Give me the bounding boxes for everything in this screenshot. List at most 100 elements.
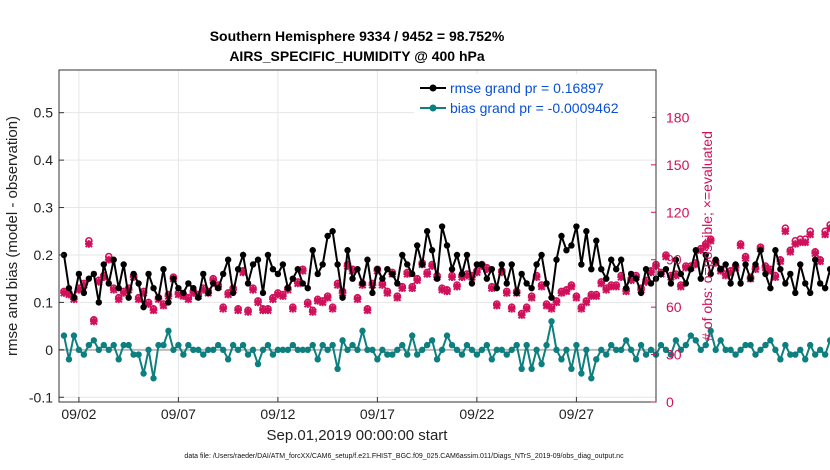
obs-evaluated-point — [269, 295, 277, 304]
bias-point — [80, 351, 88, 358]
bias-point — [662, 346, 670, 354]
obs-evaluated-point — [577, 304, 586, 313]
x-tick-label: 09/07 — [161, 406, 196, 422]
legend-rmse-label: rmse grand pr = 0.16897 — [450, 80, 604, 96]
rmse-point — [359, 280, 366, 287]
bias-point — [354, 346, 361, 354]
rmse-point — [349, 275, 356, 282]
rmse-point — [120, 261, 127, 268]
bias-point — [583, 346, 590, 354]
rmse-point — [234, 266, 242, 273]
bias-point — [617, 346, 625, 354]
bias-series — [60, 318, 830, 382]
rmse-point — [229, 289, 237, 297]
bias-point — [210, 346, 217, 354]
y-tick-label: 0 — [45, 342, 53, 358]
x-tick-label: 09/02 — [61, 406, 96, 422]
rmse-point — [448, 266, 456, 273]
rmse-point — [254, 256, 262, 263]
bias-point — [334, 365, 341, 372]
rmse-point — [632, 275, 640, 282]
bias-point — [518, 365, 525, 372]
bias-point — [65, 356, 73, 363]
obs-evaluated-point — [318, 298, 327, 307]
bias-point — [613, 346, 620, 354]
bias-point — [369, 346, 376, 354]
obs-evaluated-point — [696, 246, 705, 255]
bias-point — [185, 341, 192, 349]
rmse-point — [364, 256, 371, 263]
bias-point — [503, 351, 510, 358]
rmse-point — [647, 280, 655, 287]
bias-point — [672, 337, 680, 344]
rmse-point — [483, 275, 491, 282]
rmse-point — [414, 242, 421, 249]
y2-tick-label: 90 — [666, 252, 682, 268]
obs-evaluated-point — [199, 285, 208, 294]
bias-point — [414, 351, 421, 358]
rmse-point — [518, 270, 525, 278]
rmse-point — [344, 247, 351, 254]
bias-point — [304, 346, 311, 354]
rmse-point — [418, 261, 426, 268]
bias-point — [563, 346, 570, 354]
obs-evaluated-point — [771, 273, 780, 282]
bias-point — [428, 337, 436, 344]
rmse-point — [578, 261, 585, 268]
rmse-point — [747, 275, 754, 282]
bias-point — [608, 341, 615, 349]
obs-evaluated-point — [701, 241, 710, 250]
obs-evaluated-point — [308, 307, 317, 316]
x-axis-label: Sep.01,2019 00:00:00 start — [267, 427, 449, 444]
obs-evaluated-point — [487, 284, 496, 293]
bias-point — [120, 341, 127, 349]
bias-point — [110, 341, 117, 349]
obs-evaluated-point — [79, 281, 88, 289]
bias-point — [742, 341, 749, 349]
obs-evaluated-point — [224, 290, 233, 299]
rmse-point — [219, 270, 227, 278]
obs-evaluated-point — [109, 285, 118, 294]
bias-point — [279, 346, 287, 354]
bias-point — [115, 356, 122, 363]
rmse-point — [548, 294, 555, 301]
rmse-point — [379, 275, 386, 282]
bias-point — [170, 346, 177, 354]
obs-evaluated-point — [806, 230, 815, 239]
obs-evaluated-point — [333, 281, 342, 289]
obs-evaluated-point — [671, 271, 680, 280]
rmse-point — [613, 266, 620, 273]
obs-evaluated-point — [413, 276, 422, 285]
rmse-point — [568, 242, 575, 249]
bias-point — [812, 351, 819, 358]
data-file-footnote: data file: /Users/raeder/DAI/ATM_forcXX/… — [184, 453, 624, 460]
legend: rmse grand pr = 0.16897 bias grand pr = … — [414, 74, 652, 118]
bias-point — [219, 346, 227, 354]
obs-evaluated-point — [647, 268, 655, 277]
chart-subtitle: AIRS_SPECIFIC_HUMIDITY @ 400 hPa — [229, 48, 485, 64]
rmse-point — [409, 270, 416, 278]
obs-evaluated-point — [99, 273, 108, 282]
bias-point — [359, 327, 366, 335]
rmse-point — [140, 303, 147, 311]
y-tick-label: 0.1 — [34, 294, 54, 310]
bias-point — [692, 337, 699, 344]
y-axis-ticks: -0.1 0 0.1 0.2 0.3 0.4 0.5 — [29, 105, 64, 405]
obs-evaluated-point — [149, 306, 158, 315]
rmse-point — [473, 261, 481, 268]
rmse-point — [608, 256, 615, 263]
obs-evaluated-point — [497, 268, 506, 277]
bias-point — [622, 337, 630, 344]
rmse-point — [205, 289, 212, 297]
rmse-point — [742, 261, 749, 268]
obs-evaluated-point — [323, 293, 332, 302]
obs-evaluated-point — [408, 284, 417, 293]
y-tick-label: 0.4 — [34, 152, 54, 168]
rmse-point — [508, 261, 515, 268]
x-tick-label: 09/27 — [559, 406, 594, 422]
bias-point — [637, 341, 645, 349]
bias-point — [249, 346, 257, 354]
rmse-point — [752, 261, 759, 268]
rmse-point — [523, 280, 530, 287]
